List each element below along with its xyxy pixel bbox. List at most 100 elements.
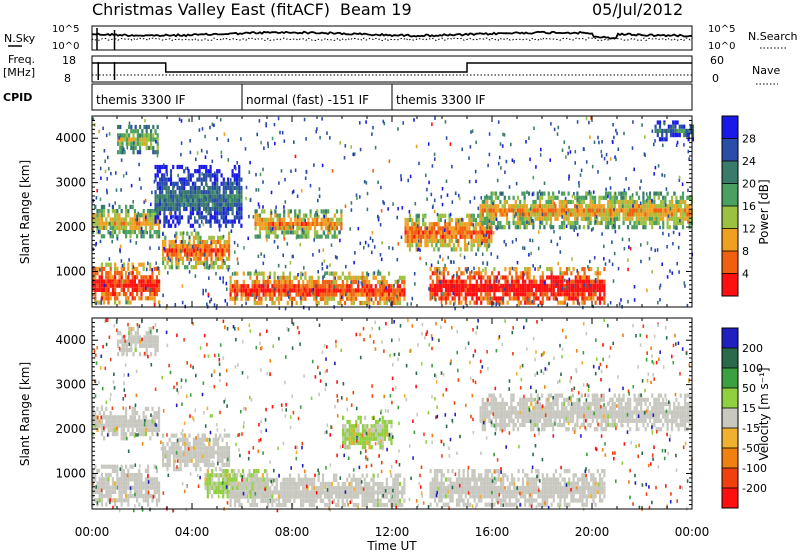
data-cell	[150, 352, 152, 356]
data-cell	[229, 477, 231, 481]
data-cell	[595, 301, 597, 305]
data-cell	[477, 239, 479, 243]
data-cell	[344, 156, 346, 160]
data-cell	[612, 217, 614, 221]
data-cell	[561, 208, 563, 212]
data-cell	[537, 196, 539, 200]
data-cell	[325, 209, 327, 213]
data-cell	[206, 438, 208, 442]
data-cell	[559, 275, 561, 279]
data-cell	[682, 221, 684, 225]
data-cell	[255, 226, 257, 230]
data-cell	[430, 267, 432, 271]
data-cell	[522, 213, 524, 217]
data-cell	[149, 436, 151, 440]
data-cell	[185, 182, 187, 186]
data-cell	[202, 253, 204, 257]
data-cell	[458, 288, 460, 292]
data-cell	[127, 222, 129, 226]
data-cell	[636, 217, 638, 221]
data-cell	[542, 280, 544, 284]
data-cell	[640, 208, 642, 212]
data-cell	[180, 467, 182, 471]
data-cell	[234, 173, 236, 177]
data-cell	[490, 226, 492, 230]
data-cell	[149, 279, 151, 283]
data-cell	[151, 407, 153, 411]
data-cell	[657, 133, 659, 137]
data-cell	[340, 209, 342, 213]
data-cell	[305, 230, 307, 234]
data-cell	[101, 226, 103, 230]
data-cell	[477, 243, 479, 247]
data-cell	[219, 248, 221, 252]
data-cell	[471, 275, 473, 279]
data-cell	[436, 284, 438, 288]
data-cell	[359, 293, 361, 297]
data-cell	[135, 241, 137, 245]
data-cell	[154, 348, 156, 352]
data-cell	[605, 217, 607, 221]
data-cell	[206, 455, 208, 459]
data-cell	[197, 463, 199, 467]
data-cell	[584, 292, 586, 296]
data-cell	[121, 259, 123, 263]
data-cell	[501, 192, 503, 196]
data-cell	[493, 275, 495, 279]
data-cell	[495, 196, 497, 200]
data-cell	[196, 194, 198, 198]
data-cell	[482, 284, 484, 288]
data-cell	[140, 428, 142, 432]
data-cell	[590, 208, 592, 212]
data-cell	[99, 268, 101, 272]
data-cell	[474, 284, 476, 288]
data-cell	[574, 161, 576, 165]
data-cell	[246, 477, 248, 481]
data-cell	[632, 146, 634, 150]
data-cell	[268, 222, 270, 226]
data-cell	[381, 288, 383, 292]
data-cell	[520, 292, 522, 296]
data-cell	[317, 270, 319, 274]
data-cell	[225, 215, 227, 219]
data-cell	[592, 292, 594, 296]
data-cell	[550, 122, 552, 126]
data-cell	[110, 411, 112, 415]
data-cell	[471, 222, 473, 226]
data-cell	[188, 459, 190, 463]
data-cell	[546, 296, 548, 300]
data-cell	[204, 455, 206, 459]
data-cell	[307, 288, 309, 292]
data-cell	[522, 296, 524, 300]
data-cell	[499, 208, 501, 212]
data-cell	[515, 284, 517, 288]
data-cell	[554, 217, 556, 221]
data-cell	[172, 207, 174, 211]
data-cell	[518, 292, 520, 296]
data-cell	[353, 301, 355, 305]
data-cell	[123, 148, 125, 152]
data-cell	[163, 178, 165, 182]
data-cell	[443, 267, 445, 271]
data-cell	[315, 288, 317, 292]
data-cell	[680, 200, 682, 204]
data-cell	[316, 222, 318, 226]
data-cell	[679, 125, 681, 129]
data-cell	[682, 225, 684, 229]
data-cell	[172, 203, 174, 207]
data-cell	[473, 239, 475, 243]
data-cell	[399, 284, 401, 288]
data-cell	[125, 477, 127, 481]
data-cell	[147, 288, 149, 292]
data-cell	[334, 230, 336, 234]
data-cell	[473, 223, 475, 227]
data-cell	[282, 288, 284, 292]
data-cell	[112, 234, 114, 238]
data-cell	[147, 465, 149, 469]
data-cell	[133, 265, 135, 269]
data-cell	[322, 293, 324, 297]
data-cell	[496, 296, 498, 300]
power-colorbar-label: Power [dB]	[757, 179, 771, 244]
data-cell	[127, 424, 129, 428]
data-cell	[114, 271, 116, 275]
